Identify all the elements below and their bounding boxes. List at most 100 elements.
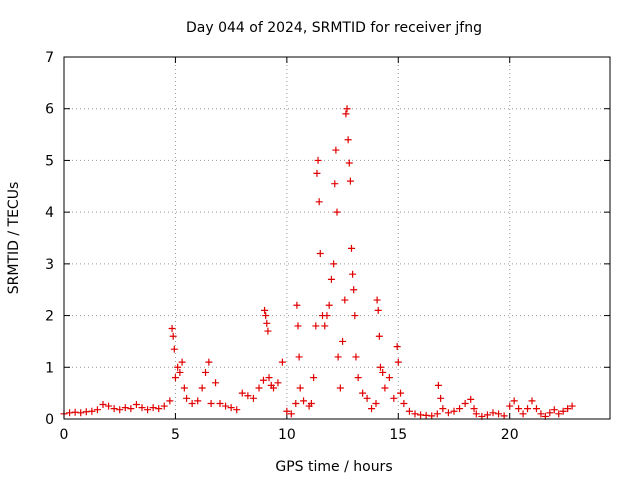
data-point	[351, 312, 359, 320]
data-point	[510, 397, 518, 405]
data-point	[444, 409, 452, 417]
data-points	[60, 105, 576, 420]
axis-ticks: 0 5 10 15 20 0 1 2 3 4 5 6 7	[45, 50, 610, 443]
data-point	[278, 358, 286, 366]
data-point	[293, 301, 301, 309]
data-point	[373, 296, 381, 304]
data-point	[368, 405, 376, 413]
y-axis-label: SRMTID / TECUs	[6, 182, 22, 295]
data-point	[238, 389, 246, 397]
y-tick-label: 6	[45, 102, 54, 118]
data-point	[316, 250, 324, 258]
y-tick-label: 3	[45, 257, 54, 273]
data-point	[434, 381, 442, 389]
data-point	[212, 379, 220, 387]
data-point	[169, 332, 177, 340]
data-point	[263, 319, 271, 327]
data-point	[313, 169, 321, 177]
y-tick-label: 5	[45, 153, 54, 169]
data-point	[489, 409, 497, 417]
data-point	[168, 325, 176, 332]
data-point	[495, 410, 503, 418]
data-point	[345, 159, 353, 167]
data-point	[110, 405, 118, 413]
plot-frame	[63, 56, 611, 420]
data-point	[411, 410, 419, 418]
data-point	[132, 401, 140, 409]
data-point	[149, 404, 157, 412]
data-point	[283, 407, 291, 415]
data-point	[359, 389, 367, 397]
data-point	[274, 379, 282, 387]
data-point	[233, 406, 241, 414]
data-point	[376, 363, 384, 371]
data-point	[537, 410, 545, 418]
data-point	[349, 270, 357, 278]
data-point	[255, 384, 263, 392]
data-point	[528, 397, 536, 405]
data-point	[269, 384, 277, 392]
data-point	[450, 407, 458, 415]
data-point	[227, 404, 235, 412]
data-point	[439, 405, 447, 413]
x-tick-label: 15	[389, 427, 407, 443]
data-point	[354, 374, 362, 382]
data-point	[116, 406, 124, 414]
data-point	[333, 208, 341, 216]
data-point	[397, 389, 405, 397]
data-point	[262, 312, 270, 320]
data-point	[222, 402, 230, 410]
data-point	[381, 384, 389, 392]
data-point	[160, 402, 168, 410]
data-point	[259, 376, 267, 384]
data-point	[331, 180, 339, 188]
data-point	[524, 405, 532, 413]
data-point	[568, 402, 576, 410]
data-point	[99, 401, 107, 409]
data-point	[400, 399, 408, 407]
data-point	[363, 394, 371, 402]
grid-lines	[64, 57, 610, 419]
data-point	[312, 322, 320, 330]
data-point	[344, 136, 352, 144]
data-point	[330, 260, 338, 268]
data-point	[483, 411, 491, 419]
data-point	[428, 412, 436, 420]
data-point	[394, 358, 402, 366]
data-point	[315, 198, 323, 206]
data-point	[339, 337, 347, 345]
data-point	[374, 306, 382, 314]
data-point	[467, 395, 475, 403]
data-point	[393, 343, 401, 351]
data-point	[332, 146, 340, 154]
data-point	[138, 404, 146, 412]
data-point	[194, 397, 202, 405]
data-point	[178, 358, 186, 366]
data-point	[77, 409, 85, 417]
data-point	[249, 394, 257, 402]
x-tick-label: 0	[60, 427, 69, 443]
data-point	[198, 384, 206, 392]
data-point	[295, 353, 303, 361]
data-point	[155, 405, 163, 413]
y-tick-label: 4	[45, 205, 54, 221]
data-point	[506, 402, 514, 410]
data-point	[127, 405, 135, 413]
data-point	[171, 374, 179, 382]
data-point	[294, 322, 302, 330]
data-point	[350, 286, 358, 294]
data-point	[550, 406, 558, 414]
data-point	[300, 397, 308, 405]
data-point	[264, 327, 272, 335]
data-point	[202, 368, 210, 376]
data-point	[343, 105, 351, 113]
data-point	[183, 394, 191, 402]
data-point	[405, 407, 413, 415]
data-point	[93, 406, 101, 414]
y-tick-label: 0	[45, 412, 54, 428]
data-point	[180, 384, 188, 392]
data-point	[336, 384, 344, 392]
data-point	[144, 406, 152, 414]
data-point	[310, 374, 318, 382]
